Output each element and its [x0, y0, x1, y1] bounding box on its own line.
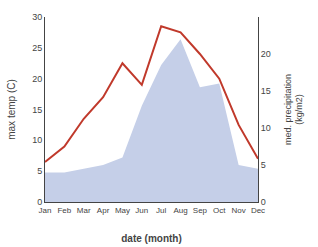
svg-text:date (month): date (month) [121, 233, 182, 244]
svg-text:med. precipitation(kg/m2): med. precipitation(kg/m2) [283, 74, 305, 145]
svg-text:Jun: Jun [135, 206, 148, 215]
svg-text:Dec: Dec [251, 206, 265, 215]
svg-text:Apr: Apr [97, 206, 110, 215]
svg-text:15: 15 [261, 86, 271, 96]
svg-text:10: 10 [32, 135, 42, 145]
svg-text:20: 20 [261, 49, 271, 59]
svg-text:Nov: Nov [232, 206, 246, 215]
svg-text:5: 5 [261, 160, 266, 170]
svg-text:10: 10 [261, 123, 271, 133]
svg-text:Oct: Oct [213, 206, 226, 215]
svg-text:25: 25 [32, 43, 42, 53]
svg-text:Sep: Sep [193, 206, 208, 215]
svg-text:Aug: Aug [173, 206, 187, 215]
svg-text:0: 0 [261, 197, 266, 207]
svg-text:Jan: Jan [39, 206, 52, 215]
svg-text:15: 15 [32, 105, 42, 115]
svg-text:May: May [115, 206, 130, 215]
svg-text:Feb: Feb [57, 206, 71, 215]
svg-text:Mar: Mar [77, 206, 91, 215]
svg-text:0: 0 [37, 197, 42, 207]
svg-text:Jul: Jul [156, 206, 166, 215]
svg-text:max temp (C): max temp (C) [6, 79, 17, 140]
svg-text:30: 30 [32, 12, 42, 22]
svg-text:5: 5 [37, 166, 42, 176]
svg-text:20: 20 [32, 74, 42, 84]
